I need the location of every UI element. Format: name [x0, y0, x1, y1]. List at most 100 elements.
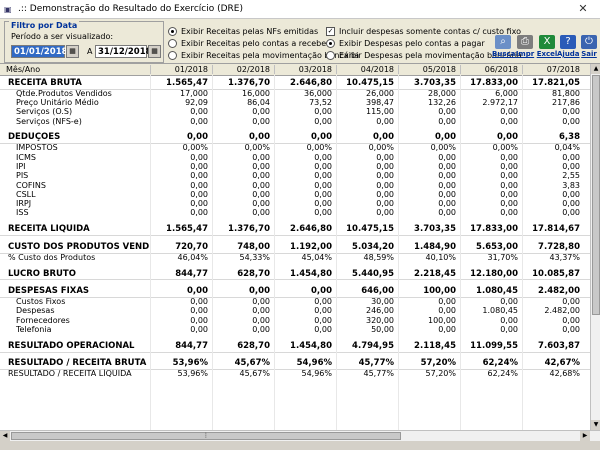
- table-row[interactable]: Custos Fixos 0,00 0,00 0,00 30,00 0,00 0,00 0,0…: [0, 297, 590, 306]
- radio-selected-icon: [326, 39, 335, 48]
- checkbox-custo-fixo[interactable]: ✓ Incluir despesas somente contas c/ cust…: [326, 27, 521, 36]
- table-row[interactable]: RECEITA BRUTA 1.565,47 1.376,70 2.646,80 10.…: [0, 77, 590, 89]
- cell-value: 217,86: [552, 97, 580, 107]
- scroll-left-icon[interactable]: ◀: [0, 431, 10, 441]
- sair-button[interactable]: ⏻ Sair: [581, 35, 597, 58]
- scroll-down-icon[interactable]: ▼: [591, 420, 600, 430]
- header-col[interactable]: 05/2018: [398, 65, 460, 74]
- cell-value: 45,77%: [358, 358, 394, 369]
- row-label: Preço Unitário Médio: [16, 97, 99, 107]
- horizontal-scrollbar[interactable]: ◀ ⋮ ▶: [0, 430, 600, 441]
- table-row[interactable]: Serviços (NFS-e) 0,00 0,00 0,00 0,00 0,00 0,00…: [0, 116, 590, 126]
- table-row[interactable]: Despesas 0,00 0,00 0,00 246,00 0,00 1.080,45 2.…: [0, 306, 590, 315]
- column-divider: [274, 75, 275, 430]
- table-row[interactable]: IMPOSTOS 0,00% 0,00% 0,00% 0,00% 0,00% 0,00% 0,…: [0, 143, 590, 152]
- table-row[interactable]: Serviços (O.S) 0,00 0,00 0,00 115,00 0,00 0,00…: [0, 107, 590, 116]
- cell-value: 1.565,47: [166, 224, 208, 235]
- cell-value: 0,00: [252, 306, 270, 316]
- table-row[interactable]: RESULTADO / RECEITA LÍQUIDA 53,96% 45,67% 5…: [0, 369, 590, 378]
- cell-value: 0,00: [562, 161, 580, 171]
- scroll-right-icon[interactable]: ▶: [580, 431, 590, 441]
- cell-value: 31,70%: [487, 252, 518, 262]
- table-row[interactable]: RECEITA LÍQUIDA 1.565,47 1.376,70 2.646,80 1…: [0, 224, 590, 236]
- cell-value: 0,00%: [430, 143, 456, 153]
- cell-value: 1.454,80: [290, 340, 332, 351]
- cell-value: 0,00%: [244, 143, 270, 153]
- row-label: ICMS: [16, 152, 36, 162]
- cell-value: 17.814,67: [532, 224, 580, 235]
- cell-value: 0,00: [252, 180, 270, 190]
- date-from-input[interactable]: 01/01/2018: [11, 45, 68, 58]
- table-row[interactable]: ISS 0,00 0,00 0,00 0,00 0,00 0,00 0,00: [0, 208, 590, 217]
- row-label: Despesas: [16, 306, 55, 316]
- cell-value: 0,00: [500, 297, 518, 307]
- table-row[interactable]: DESPESAS FIXAS 0,00 0,00 0,00 646,00 100,00 1.…: [0, 285, 590, 297]
- header-col[interactable]: 06/2018: [460, 65, 522, 74]
- cell-value: 0,00: [252, 116, 270, 126]
- checkmark-icon: ✓: [326, 27, 335, 36]
- table-row[interactable]: DEDUÇÕES 0,00 0,00 0,00 0,00 0,00 0,00 6,38: [0, 132, 590, 144]
- imprimir-button[interactable]: ⎙ Impr: [515, 35, 535, 58]
- filter-legend: Filtro por Data: [9, 21, 80, 30]
- table-row[interactable]: LUCRO BRUTO 844,77 628,70 1.454,80 5.440,95 2…: [0, 268, 590, 280]
- cell-value: 73,52: [309, 97, 332, 107]
- table-row[interactable]: CUSTO DOS PRODUTOS VENDI... 720,70 748,00 1…: [0, 241, 590, 253]
- radio-receitas-bancaria[interactable]: Exibir Receitas pela movimentação bancár…: [168, 51, 359, 60]
- cell-value: 0,00: [252, 161, 270, 171]
- radio-receitas-contas[interactable]: Exibir Receitas pelo contas a receber: [168, 39, 329, 48]
- header-col[interactable]: 04/2018: [336, 65, 398, 74]
- cell-value: 42,68%: [549, 369, 580, 379]
- table-row[interactable]: % Custo dos Produtos 46,04% 54,33% 45,04% 48…: [0, 253, 590, 262]
- cell-value: 0,00: [376, 208, 394, 218]
- vertical-scrollbar[interactable]: ▲ ▼: [590, 64, 600, 430]
- date-to-input[interactable]: 31/12/2018: [95, 45, 152, 58]
- cell-value: 10.475,15: [346, 224, 394, 235]
- close-icon[interactable]: ✕: [578, 2, 588, 15]
- cell-value: 0,00: [190, 152, 208, 162]
- excel-button[interactable]: X Excel: [536, 35, 558, 58]
- busca-button[interactable]: ⌕ Busca: [492, 35, 516, 58]
- cell-value: 0,00: [373, 132, 394, 143]
- radio-receitas-nfs[interactable]: Exibir Receitas pelas NFs emitidas: [168, 27, 318, 36]
- scroll-up-icon[interactable]: ▲: [591, 64, 600, 74]
- cell-value: 0,00: [376, 152, 394, 162]
- cell-value: 0,00: [497, 132, 518, 143]
- table-row[interactable]: CSLL 0,00 0,00 0,00 0,00 0,00 0,00 0,00: [0, 190, 590, 199]
- table-row[interactable]: ICMS 0,00 0,00 0,00 0,00 0,00 0,00 0,00: [0, 153, 590, 162]
- header-col[interactable]: 07/2018: [522, 65, 584, 74]
- table-row[interactable]: RESULTADO / RECEITA BRUTA 53,96% 45,67% 54,…: [0, 358, 590, 370]
- header-col[interactable]: 01/2018: [150, 65, 212, 74]
- calendar-to-icon[interactable]: ▦: [148, 45, 161, 58]
- header-col[interactable]: 03/2018: [274, 65, 336, 74]
- row-label: Serviços (NFS-e): [16, 116, 82, 126]
- radio-despesas-bancaria[interactable]: Exibir Despesas pela movimentação bancár…: [326, 51, 522, 60]
- cell-value: 0,00: [376, 199, 394, 209]
- column-divider: [522, 75, 523, 430]
- table-row[interactable]: Fornecedores 0,00 0,00 0,00 320,00 100,00 0,00…: [0, 316, 590, 325]
- cell-value: 48,59%: [363, 252, 394, 262]
- cell-value: 0,00: [190, 171, 208, 181]
- scroll-thumb[interactable]: [592, 75, 600, 315]
- ajuda-button[interactable]: ? Ajuda: [557, 35, 580, 58]
- help-icon: ?: [560, 35, 576, 49]
- cell-value: 45,67%: [239, 369, 270, 379]
- table-row[interactable]: COFINS 0,00 0,00 0,00 0,00 0,00 0,00 3,83: [0, 180, 590, 190]
- cell-value: 0,00: [500, 152, 518, 162]
- table-row[interactable]: Telefonia 0,00 0,00 0,00 50,00 0,00 0,00 0,00: [0, 325, 590, 334]
- cell-value: 0,00: [562, 189, 580, 199]
- status-bar: [0, 441, 600, 450]
- table-row[interactable]: Qtde.Produtos Vendidos 17,000 16,000 36,000…: [0, 89, 590, 98]
- table-row[interactable]: RESULTADO OPERACIONAL 844,77 628,70 1.454,8…: [0, 340, 590, 352]
- table-row[interactable]: Preço Unitário Médio 92,09 86,04 73,52 398,4…: [0, 98, 590, 107]
- table-row[interactable]: IPI 0,00 0,00 0,00 0,00 0,00 0,00 0,00: [0, 162, 590, 171]
- header-col[interactable]: 02/2018: [212, 65, 274, 74]
- radio-despesas-contas[interactable]: Exibir Despesas pelo contas a pagar: [326, 39, 485, 48]
- cell-value: 62,24%: [487, 369, 518, 379]
- table-row[interactable]: IRPJ 0,00 0,00 0,00 0,00 0,00 0,00 0,00: [0, 199, 590, 208]
- cell-value: 0,00: [500, 189, 518, 199]
- scroll-thumb-horizontal[interactable]: ⋮: [11, 432, 401, 440]
- cell-value: 0,00: [438, 208, 456, 218]
- row-label: CUSTO DOS PRODUTOS VENDI...: [8, 241, 150, 252]
- table-row[interactable]: PIS 0,00 0,00 0,00 0,00 0,00 0,00 2,55: [0, 171, 590, 180]
- calendar-from-icon[interactable]: ▦: [66, 45, 79, 58]
